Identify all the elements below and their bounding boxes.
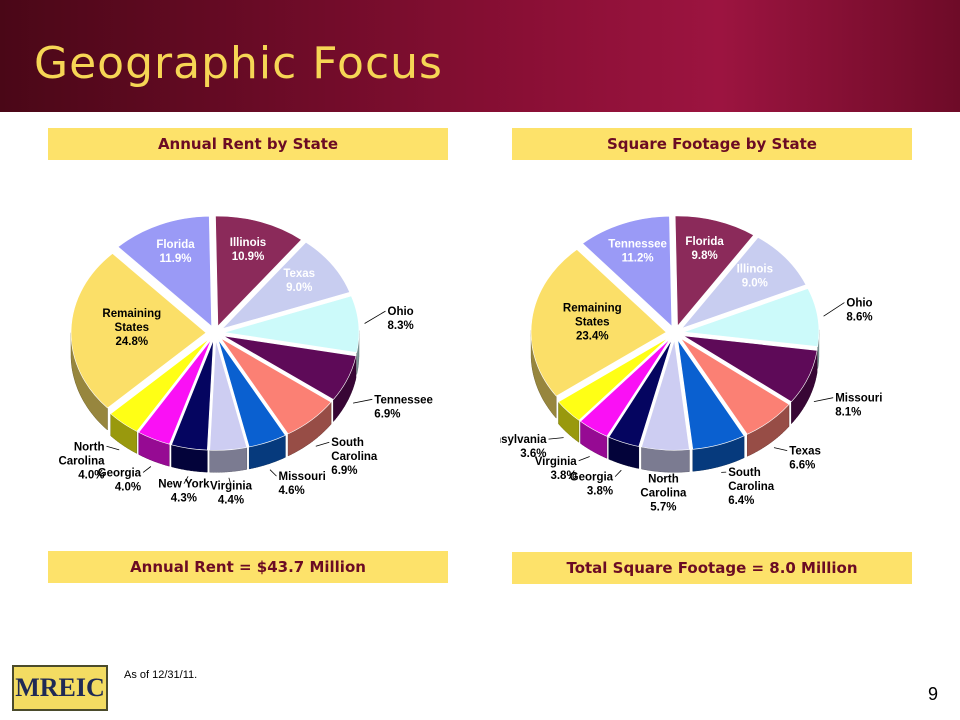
mreic-logo: MREIC <box>12 665 108 711</box>
data-label-illinois: Illinois 9.0% <box>737 263 773 289</box>
leader-line-georgia <box>614 469 622 477</box>
pie-slice-north-carolina <box>641 340 690 451</box>
page-title: Geographic Focus <box>34 38 443 89</box>
data-label-illinois: Illinois 10.9% <box>230 237 266 263</box>
data-label-texas: Texas 6.6% <box>789 446 821 472</box>
pie-slice-missouri <box>218 339 286 448</box>
pie-slice-remaining-states <box>70 253 207 409</box>
pie-slice-pennsylvania <box>558 337 669 421</box>
pie-chart-square-footage: Florida 9.8% Illinois 9.0% Ohio 8.6% Missouri 8… <box>500 215 882 514</box>
data-label-ohio: Ohio 8.3% <box>388 306 414 332</box>
data-label-texas: Texas 9.0% <box>283 268 315 294</box>
leader-line-virginia <box>578 456 590 462</box>
pie-side-north-carolina <box>641 446 690 473</box>
data-label-missouri: Missouri 4.6% <box>279 471 326 497</box>
pie-slice-tennessee <box>582 215 673 327</box>
leader-line-pennsylvania <box>548 437 564 440</box>
pie-slice-missouri <box>683 335 818 403</box>
pie-slice-ohio <box>223 295 360 353</box>
leader-line-tennessee <box>353 398 373 404</box>
data-label-tennessee: Tennessee 6.9% <box>374 394 433 420</box>
pie-slice-georgia <box>138 339 212 445</box>
leader-line-south-carolina <box>315 441 330 447</box>
leader-line-new-york <box>183 476 189 484</box>
data-label-georgia: Georgia 4.0% <box>98 467 142 493</box>
pie-slice-new-york <box>171 340 214 451</box>
pie-slice-illinois <box>215 215 302 327</box>
data-label-florida: Florida 11.9% <box>156 239 195 265</box>
leader-line-virginia <box>228 477 232 486</box>
leader-line-ohio <box>823 302 845 317</box>
header-banner <box>0 0 960 112</box>
pie-slice-virginia <box>580 338 671 437</box>
data-label-ohio: Ohio 8.6% <box>846 298 872 324</box>
leader-line-north-carolina <box>663 477 666 480</box>
data-label-tennessee: Tennessee 11.2% <box>608 238 667 264</box>
pie-slice-illinois <box>680 237 807 329</box>
page-number: 9 <box>928 684 939 704</box>
pie-slice-remaining-states <box>530 249 667 397</box>
pie-slice-florida <box>674 215 755 327</box>
chart-title-rent: Annual Rent by State <box>48 128 448 160</box>
data-label-south-carolina: South Carolina 6.4% <box>728 467 775 507</box>
data-label-florida: Florida 9.8% <box>685 236 724 262</box>
leader-line-texas <box>773 447 788 451</box>
pie-slice-tennessee <box>223 335 357 400</box>
pie-chart-annual-rent: Illinois 10.9% Texas 9.0% Ohio 8.3% Tennessee 6… <box>58 215 433 506</box>
pie-slice-north-carolina <box>110 338 210 432</box>
data-label-virginia: Virginia 3.8% <box>535 456 578 482</box>
leader-line-missouri <box>269 469 277 477</box>
leader-line-ohio <box>364 310 386 324</box>
leader-line-north-carolina <box>106 445 120 451</box>
data-label-remaining-states: Remaining States 23.4% <box>563 302 622 342</box>
pie-slice-texas <box>221 241 351 330</box>
pie-slice-south-carolina <box>220 338 332 435</box>
data-label-south-carolina: South Carolina 6.9% <box>331 437 378 477</box>
data-label-pennsylvania: Pennsylvania3.6% <box>500 434 547 460</box>
total-sqft-label: Total Square Footage = 8.0 Million <box>512 552 912 584</box>
leader-line-missouri <box>813 397 834 402</box>
pie-slice-ohio <box>683 288 820 347</box>
data-label-georgia: Georgia 3.8% <box>570 472 614 498</box>
data-label-missouri: Missouri 8.1% <box>835 393 882 419</box>
footnote: As of 12/31/11. <box>124 669 198 681</box>
pie-slice-south-carolina <box>677 339 745 450</box>
data-label-virginia: Virginia 4.4% <box>210 480 253 506</box>
leader-line-georgia <box>142 466 152 473</box>
pie-slice-texas <box>680 338 790 435</box>
data-label-north-carolina: North Carolina 5.7% <box>640 474 687 514</box>
pie-side-virginia <box>209 447 248 473</box>
data-label-remaining-states: Remaining States 24.8% <box>102 308 161 348</box>
data-label-north-carolina: North Carolina 4.0% <box>58 441 105 481</box>
pie-slice-georgia <box>608 339 673 447</box>
pie-slice-florida <box>117 215 212 327</box>
chart-title-sqft: Square Footage by State <box>512 128 912 160</box>
total-rent-label: Annual Rent = $43.7 Million <box>48 551 448 583</box>
data-label-new-york: New York 4.3% <box>158 479 210 505</box>
pie-slice-virginia <box>209 340 248 451</box>
